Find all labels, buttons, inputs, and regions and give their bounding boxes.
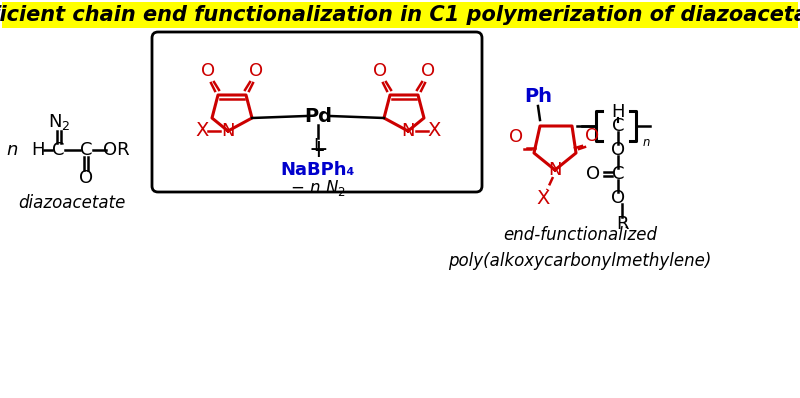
FancyArrowPatch shape xyxy=(388,144,474,156)
Text: O: O xyxy=(373,62,387,80)
Text: O: O xyxy=(585,127,599,145)
Text: C: C xyxy=(80,141,92,159)
Text: H: H xyxy=(31,141,45,159)
Text: C: C xyxy=(52,141,64,159)
Text: end-functionalized
poly(alkoxycarbonylmethylene): end-functionalized poly(alkoxycarbonylme… xyxy=(448,226,712,270)
Text: X: X xyxy=(195,121,209,140)
Text: O: O xyxy=(611,189,625,207)
Text: N$_2$: N$_2$ xyxy=(48,112,70,132)
Text: $_n$: $_n$ xyxy=(642,130,650,148)
Text: C: C xyxy=(612,165,624,183)
Text: N: N xyxy=(222,122,234,140)
Text: diazoacetate: diazoacetate xyxy=(18,194,126,212)
FancyBboxPatch shape xyxy=(152,32,482,192)
Text: +: + xyxy=(308,138,328,162)
Text: X: X xyxy=(536,189,550,207)
Text: O: O xyxy=(79,169,93,187)
Text: L: L xyxy=(313,137,323,155)
Text: Pd: Pd xyxy=(304,107,332,125)
Text: OR: OR xyxy=(102,141,130,159)
Text: Efficient chain end functionalization in C1 polymerization of diazoacetate: Efficient chain end functionalization in… xyxy=(0,5,800,25)
Text: O: O xyxy=(201,62,215,80)
Text: N: N xyxy=(548,161,562,179)
Text: $-$ $n$ N$_2$: $-$ $n$ N$_2$ xyxy=(290,178,346,198)
Text: $n$: $n$ xyxy=(6,141,18,159)
Text: N: N xyxy=(402,122,414,140)
Text: NaBPh₄: NaBPh₄ xyxy=(281,161,355,179)
Text: H: H xyxy=(611,103,625,121)
Text: C: C xyxy=(612,117,624,135)
FancyBboxPatch shape xyxy=(2,2,798,28)
Text: O: O xyxy=(509,128,523,146)
Text: O: O xyxy=(249,62,263,80)
Text: R: R xyxy=(616,215,628,233)
Text: O: O xyxy=(611,141,625,159)
Text: O: O xyxy=(586,165,600,183)
Text: Ph: Ph xyxy=(524,86,552,105)
Text: O: O xyxy=(421,62,435,80)
Text: X: X xyxy=(427,121,441,140)
